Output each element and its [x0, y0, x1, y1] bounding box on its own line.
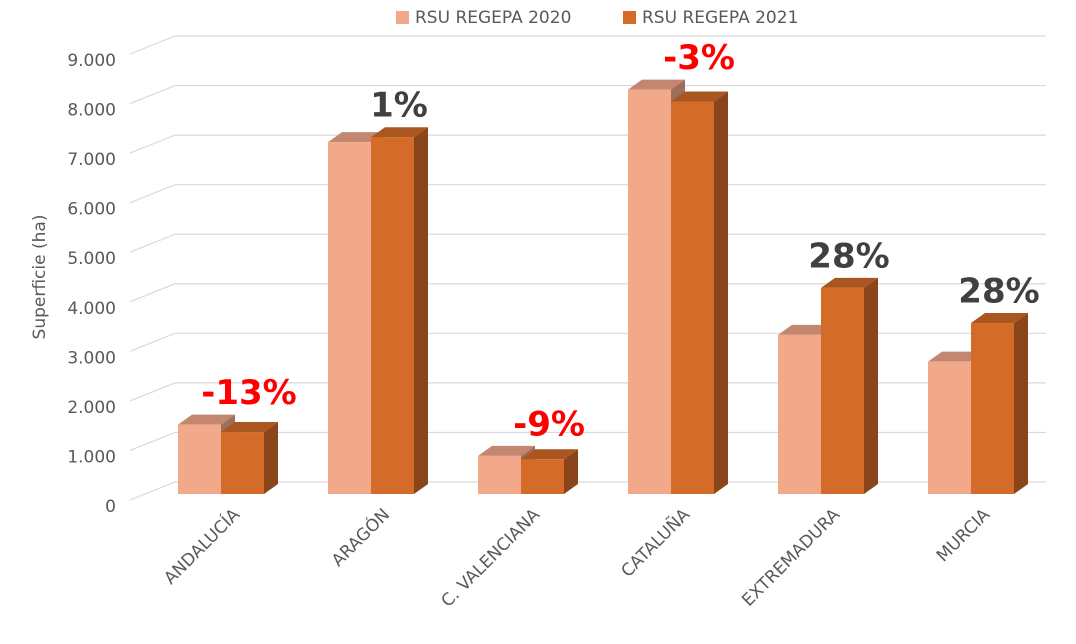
- grid-line: [129, 431, 1046, 452]
- bar-top: [628, 79, 685, 90]
- bar-top: [221, 422, 278, 433]
- bar: [778, 334, 821, 494]
- x-tick-label: MURCIA: [933, 505, 994, 566]
- legend-swatch: [396, 11, 409, 24]
- annotation: 1%: [370, 86, 428, 126]
- grid-line: [129, 283, 1046, 303]
- bar-side: [264, 422, 278, 494]
- bar-top: [821, 277, 878, 288]
- bar: [178, 424, 221, 494]
- annotation: -9%: [513, 404, 585, 444]
- grid-line: [129, 35, 1046, 55]
- bar-top: [521, 449, 578, 460]
- bar: [671, 101, 714, 495]
- bar-top: [478, 445, 535, 456]
- legend-label: RSU REGEPA 2021: [642, 8, 798, 28]
- bar-side: [564, 449, 578, 494]
- grid-line: [129, 332, 1046, 352]
- y-tick-label: 6.000: [67, 200, 116, 220]
- bar: [328, 142, 371, 494]
- bar-top: [371, 127, 428, 138]
- bar-side: [864, 277, 878, 494]
- y-tick-label: 8.000: [67, 101, 116, 121]
- bar: [971, 323, 1014, 494]
- bar: [821, 287, 864, 494]
- y-tick-label: 1.000: [67, 447, 116, 467]
- grid-line: [129, 481, 1046, 501]
- bar-top: [928, 351, 985, 362]
- bar-side: [414, 127, 428, 494]
- bar: [478, 455, 521, 494]
- legend-swatch: [623, 11, 636, 24]
- annotation: 28%: [808, 236, 889, 276]
- bar-top: [671, 91, 728, 102]
- bar-side: [1014, 313, 1028, 494]
- bar-top: [971, 313, 1028, 324]
- x-tick-label: ANDALUCÍA: [159, 503, 244, 588]
- legend-label: RSU REGEPA 2020: [415, 8, 571, 28]
- grid-line: [129, 84, 1046, 105]
- annotation: -3%: [663, 38, 735, 78]
- grid-line: [129, 184, 1046, 204]
- y-tick-label: 7.000: [67, 150, 116, 170]
- x-tick-label: C. VALENCIANA: [438, 505, 545, 612]
- y-tick-label: 3.000: [67, 348, 116, 368]
- x-tick-label: ARAGÓN: [327, 504, 394, 571]
- annotation: -13%: [201, 373, 297, 413]
- y-tick-label: 9.000: [67, 51, 116, 71]
- x-tick-label: EXTREMADURA: [738, 505, 844, 611]
- bar: [928, 361, 971, 494]
- legend: RSU REGEPA 2020 RSU REGEPA 2021: [396, 8, 798, 28]
- bar: [221, 432, 264, 494]
- y-tick-label: 0: [105, 497, 116, 517]
- x-tick-label: CATALUÑA: [616, 503, 694, 581]
- grid-line: [129, 134, 1046, 154]
- annotation: 28%: [958, 272, 1039, 312]
- bar-top: [328, 132, 385, 143]
- grid-line: [129, 233, 1046, 253]
- grid-line: [129, 382, 1046, 402]
- bar-top: [178, 414, 235, 425]
- y-axis-label: Superficie (ha): [30, 215, 50, 340]
- bar: [371, 137, 414, 494]
- y-tick-label: 5.000: [67, 249, 116, 269]
- bar-top: [778, 324, 835, 335]
- bar-side: [714, 91, 728, 495]
- y-tick-label: 4.000: [67, 299, 116, 319]
- bar: [628, 89, 671, 495]
- bar: [521, 459, 564, 494]
- y-tick-label: 2.000: [67, 398, 116, 418]
